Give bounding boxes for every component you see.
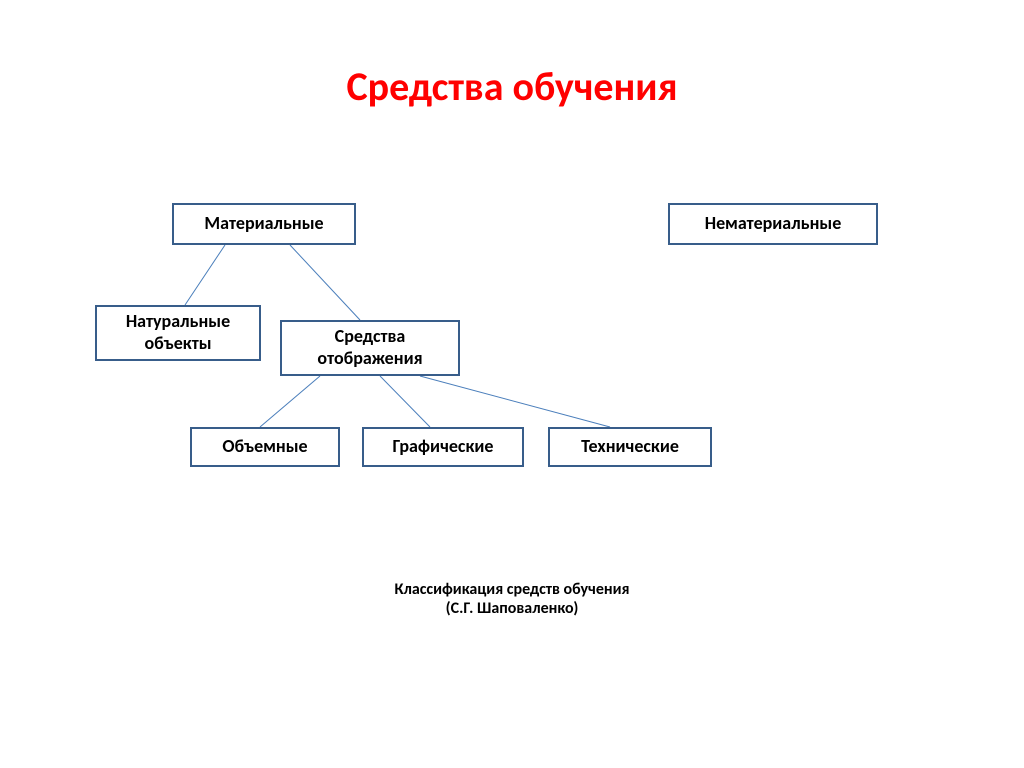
caption-line2: (С.Г. Шаповаленко): [0, 599, 1024, 618]
edge-display-graphic: [380, 376, 430, 427]
edge-display-technical: [420, 376, 610, 427]
node-immaterial: Нематериальные: [668, 203, 878, 245]
node-natural: Натуральныеобъекты: [95, 305, 261, 361]
node-graphic: Графические: [362, 427, 524, 467]
node-volumetric: Объемные: [190, 427, 340, 467]
edge-material-natural: [185, 245, 225, 305]
node-material: Материальные: [172, 203, 356, 245]
page-title: Средства обучения: [0, 62, 1024, 111]
diagram-caption: Классификация средств обучения (С.Г. Шап…: [0, 580, 1024, 618]
diagram-edges: [0, 0, 1024, 768]
edge-display-volumetric: [260, 376, 320, 427]
node-technical: Технические: [548, 427, 712, 467]
node-display: Средстваотображения: [280, 320, 460, 376]
edge-material-display: [290, 245, 360, 320]
caption-line1: Классификация средств обучения: [0, 580, 1024, 599]
